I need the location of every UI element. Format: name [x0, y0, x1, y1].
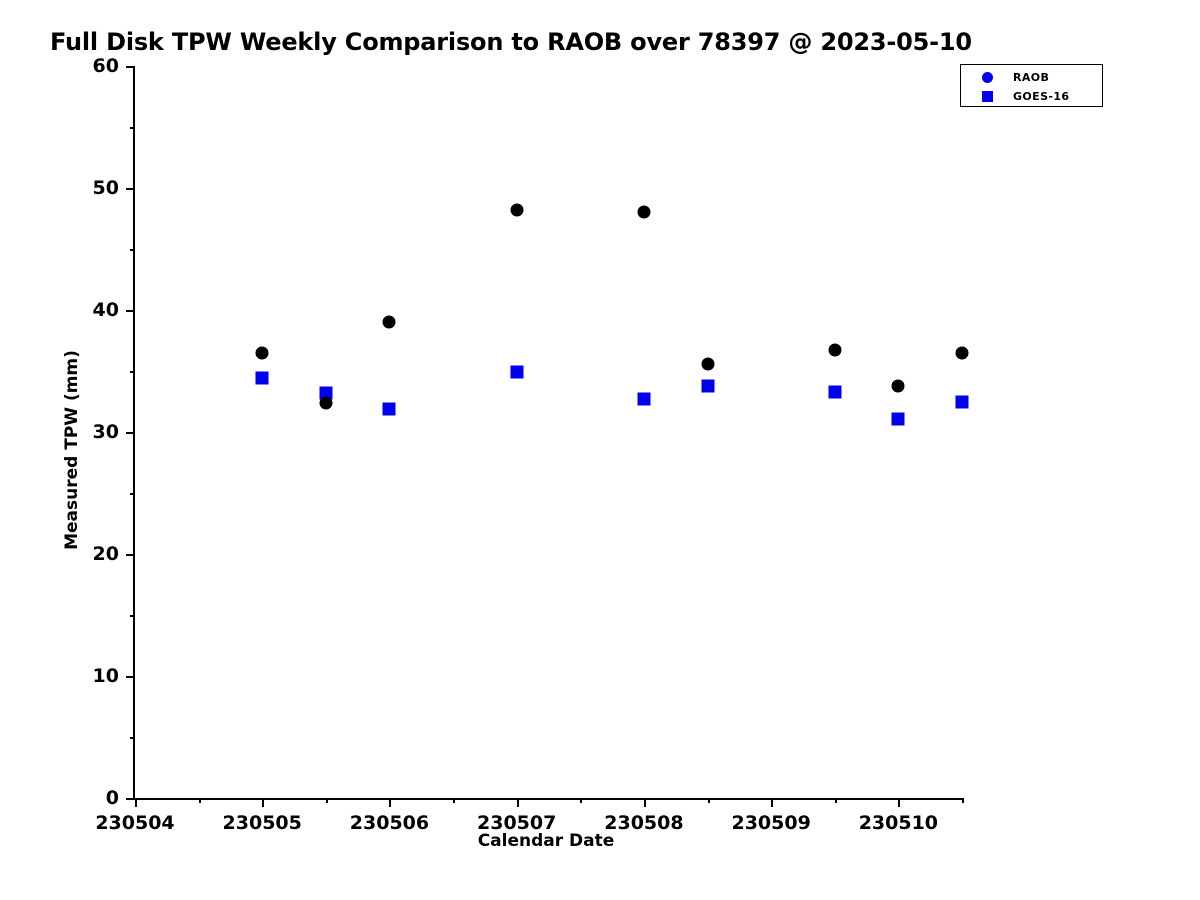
x-tick-minor: [834, 798, 837, 803]
legend-marker-circle-icon: [961, 71, 1013, 83]
x-tick: [135, 798, 137, 807]
x-tick-minor: [580, 798, 583, 803]
y-tick: [126, 798, 135, 800]
legend-label-goes16: GOES-16: [1013, 89, 1070, 103]
y-tick: [126, 676, 135, 678]
legend-entry-goes16: GOES-16: [961, 86, 1102, 106]
data-point-goes16: [255, 371, 269, 385]
legend-entry-raob: RAOB: [961, 67, 1102, 87]
data-point-goes16: [510, 365, 524, 379]
y-tick: [126, 554, 135, 556]
data-point-raob: [891, 379, 905, 393]
x-tick: [516, 798, 519, 807]
data-point-raob: [701, 357, 715, 371]
legend-marker-square-icon: [961, 90, 1013, 102]
y-tick-label: 0: [105, 787, 119, 809]
legend: RAOB GOES-16: [960, 64, 1103, 107]
scatter-data-layer: [135, 66, 969, 798]
y-tick: [126, 432, 135, 434]
data-point-raob: [637, 205, 651, 219]
y-tick-minor: [130, 493, 135, 495]
y-tick-minor: [130, 249, 135, 251]
y-tick-label: 40: [92, 299, 119, 321]
page-title: Full Disk TPW Weekly Comparison to RAOB …: [50, 28, 972, 56]
x-tick: [643, 798, 646, 807]
x-tick-minor: [962, 798, 964, 803]
legend-label-raob: RAOB: [1013, 70, 1050, 84]
x-tick-label: 230510: [858, 812, 939, 834]
y-tick: [126, 310, 135, 312]
x-tick-label: 230507: [477, 812, 557, 834]
data-point-raob: [828, 343, 842, 357]
x-tick-minor: [453, 798, 456, 803]
y-tick-minor: [130, 615, 135, 617]
data-point-raob: [955, 346, 969, 360]
data-point-goes16: [828, 385, 842, 399]
x-tick-label: 230508: [604, 812, 684, 834]
y-tick-minor: [130, 737, 135, 739]
y-tick-label: 20: [92, 543, 119, 565]
data-point-raob: [255, 346, 269, 360]
data-point-raob: [319, 396, 333, 410]
data-point-raob: [382, 315, 396, 329]
x-tick-label: 230506: [349, 812, 430, 834]
y-tick-minor: [130, 371, 135, 373]
y-tick-minor: [130, 127, 135, 129]
x-tick-label: 230504: [95, 812, 175, 834]
x-axis-label: Calendar Date: [477, 831, 615, 851]
x-tick-minor: [198, 798, 201, 803]
plot-area: 0 10 20 30 40 50 60 230504 230505 230506 230507 23…: [93, 55, 969, 834]
x-tick-label: 230509: [731, 812, 811, 834]
y-tick-label: 10: [92, 665, 119, 687]
x-tick: [898, 798, 901, 807]
x-tick: [771, 798, 774, 807]
x-tick-label: 230505: [222, 812, 302, 834]
y-tick-label: 60: [92, 55, 119, 77]
data-point-raob: [510, 203, 524, 217]
data-point-goes16: [319, 386, 333, 400]
data-point-goes16: [637, 392, 651, 406]
y-axis-label: Measured TPW (mm): [62, 350, 82, 550]
y-tick-label: 30: [92, 421, 119, 443]
data-point-goes16: [382, 402, 396, 416]
data-point-goes16: [955, 395, 969, 408]
x-tick-minor: [325, 798, 328, 803]
x-tick: [389, 798, 392, 807]
y-tick: [126, 188, 135, 190]
x-tick: [262, 798, 265, 807]
data-point-goes16: [701, 379, 715, 393]
x-tick-minor: [707, 798, 710, 803]
y-tick: [126, 66, 135, 68]
data-point-goes16: [891, 412, 905, 426]
y-tick-label: 50: [92, 177, 119, 199]
